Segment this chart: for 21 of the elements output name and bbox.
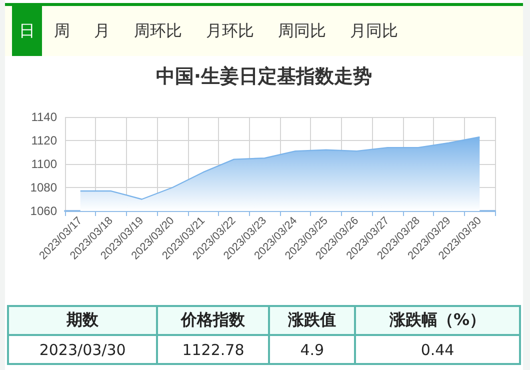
text: 月环比 bbox=[205, 20, 255, 42]
text: 周 bbox=[53, 20, 71, 42]
text: 月 bbox=[93, 20, 111, 42]
y-tick-label: 1120 bbox=[31, 134, 58, 148]
text: 期数 bbox=[8, 306, 158, 335]
text: 日 bbox=[12, 6, 42, 56]
chart-title: 中国·生姜日定基指数走势 bbox=[156, 66, 372, 88]
y-tick-label: 1080 bbox=[30, 180, 58, 194]
text: 价格指数 bbox=[157, 306, 270, 335]
y-tick-label: 1140 bbox=[31, 110, 58, 124]
y-tick-label: 1060 bbox=[30, 204, 58, 218]
text: 涨跌值 bbox=[269, 306, 356, 335]
text: 周同比 bbox=[277, 20, 327, 42]
text: 0.44 bbox=[355, 335, 520, 364]
text: 月同比 bbox=[349, 20, 399, 42]
text: 4.9 bbox=[269, 335, 356, 364]
text: 1122.78 bbox=[157, 335, 270, 364]
text: 涨跌幅（%） bbox=[355, 306, 520, 335]
text: 2023/03/30 bbox=[8, 335, 158, 364]
text: 周环比 bbox=[133, 20, 183, 42]
y-tick-label: 1100 bbox=[31, 157, 58, 171]
